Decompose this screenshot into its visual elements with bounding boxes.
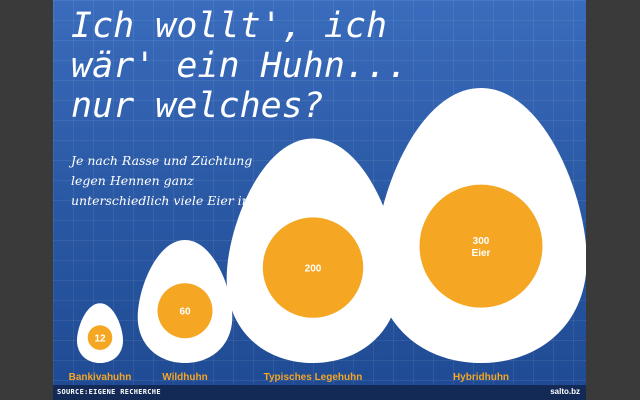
value-label-wildhuhn: 60 (179, 307, 191, 318)
source-note: SOURCE:EIGENE RECHERCHE (57, 388, 161, 396)
category-label-bankivahuhn: Bankivahuhn (69, 372, 132, 383)
value-label-bankivahuhn: 12 (94, 334, 106, 345)
infographic-card: Ich wollt', ich wär' ein Huhn... nur wel… (53, 0, 586, 400)
category-label-wildhuhn: Wildhuhn (162, 372, 207, 383)
yolk-wildhuhn (157, 283, 213, 339)
value-label-hybridhuhn: 300 Eier (472, 236, 491, 259)
page-title: Ich wollt', ich wär' ein Huhn... nur wel… (71, 6, 409, 126)
category-label-hybridhuhn: Hybridhuhn (453, 372, 509, 383)
yolk-bankivahuhn (87, 325, 113, 350)
yolk-typisches-legehuhn (262, 217, 364, 318)
egg-chart: 12 Bankivahuhn 60 Wildhuhn 200 Typisches Lege… (69, 88, 586, 383)
category-label-typisches-legehuhn: Typisches Legehuhn (264, 372, 363, 383)
yolk-hybridhuhn (419, 184, 543, 308)
page-subtitle: Je nach Rasse und Züchtung legen Hennen … (71, 153, 287, 208)
value-label-typisches-legehuhn: 200 (305, 264, 322, 275)
publisher-logo: salto.bz (550, 387, 580, 396)
footer-bar: SOURCE:EIGENE RECHERCHE salto.bz (53, 385, 586, 400)
